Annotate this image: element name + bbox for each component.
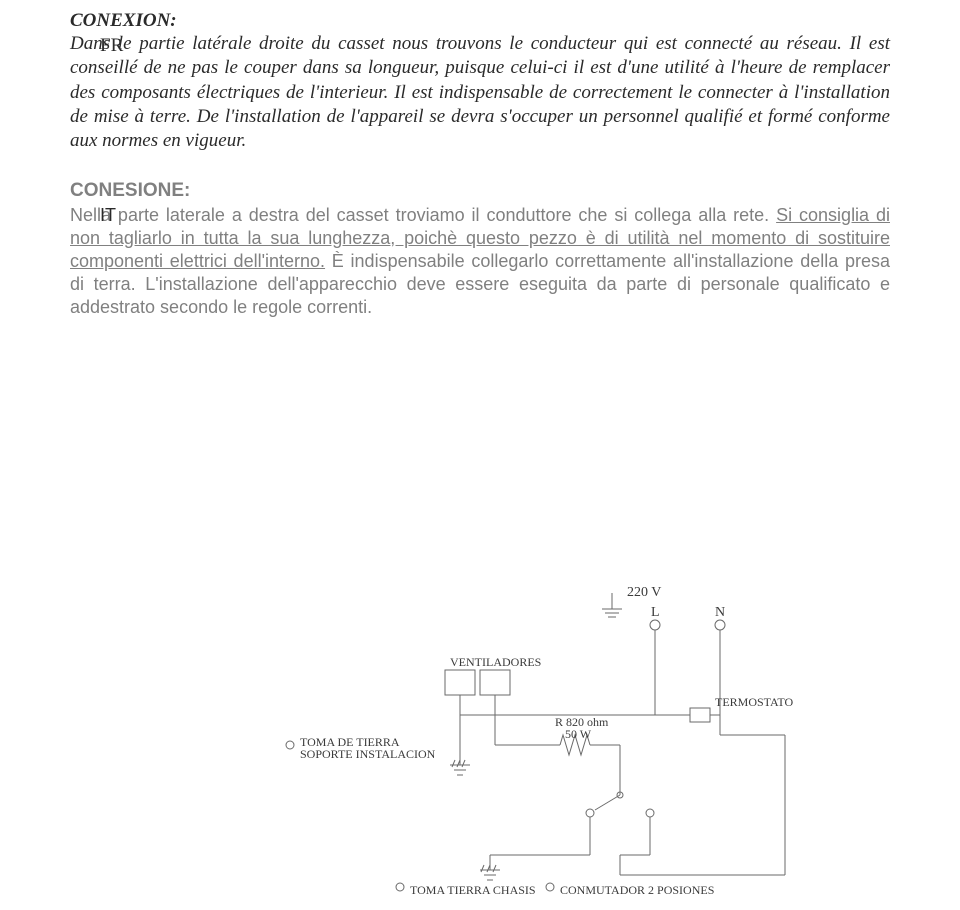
label-ventiladores: VENTILADORES [450,655,541,670]
lang-label-it: IT [100,205,116,226]
it-heading: CONESIONE: [70,180,890,202]
label-toma-tierra-1b: SOPORTE INSTALACION [300,747,435,762]
fr-heading: CONEXION: [70,10,890,32]
wiring-diagram: 220 V L N VENTILADORES TERMOSTATO R 820 … [260,585,820,905]
label-voltage: 220 V [627,585,661,601]
label-conmutador: CONMUTADOR 2 POSIONES [560,883,714,898]
it-body: Nella parte laterale a destra del casset… [70,204,890,319]
lang-label-fr: FR [100,35,123,57]
label-toma-tierra-chasis: TOMA TIERRA CHASIS [410,883,536,898]
label-termostato: TERMOSTATO [715,695,793,710]
label-L: L [651,605,660,621]
label-N: N [715,605,725,621]
it-body-pre: Nella parte laterale a destra del casset… [70,205,776,225]
fr-body: Dans le partie latérale droite du casset… [70,32,890,154]
label-r-watt: 50 W [565,727,591,742]
